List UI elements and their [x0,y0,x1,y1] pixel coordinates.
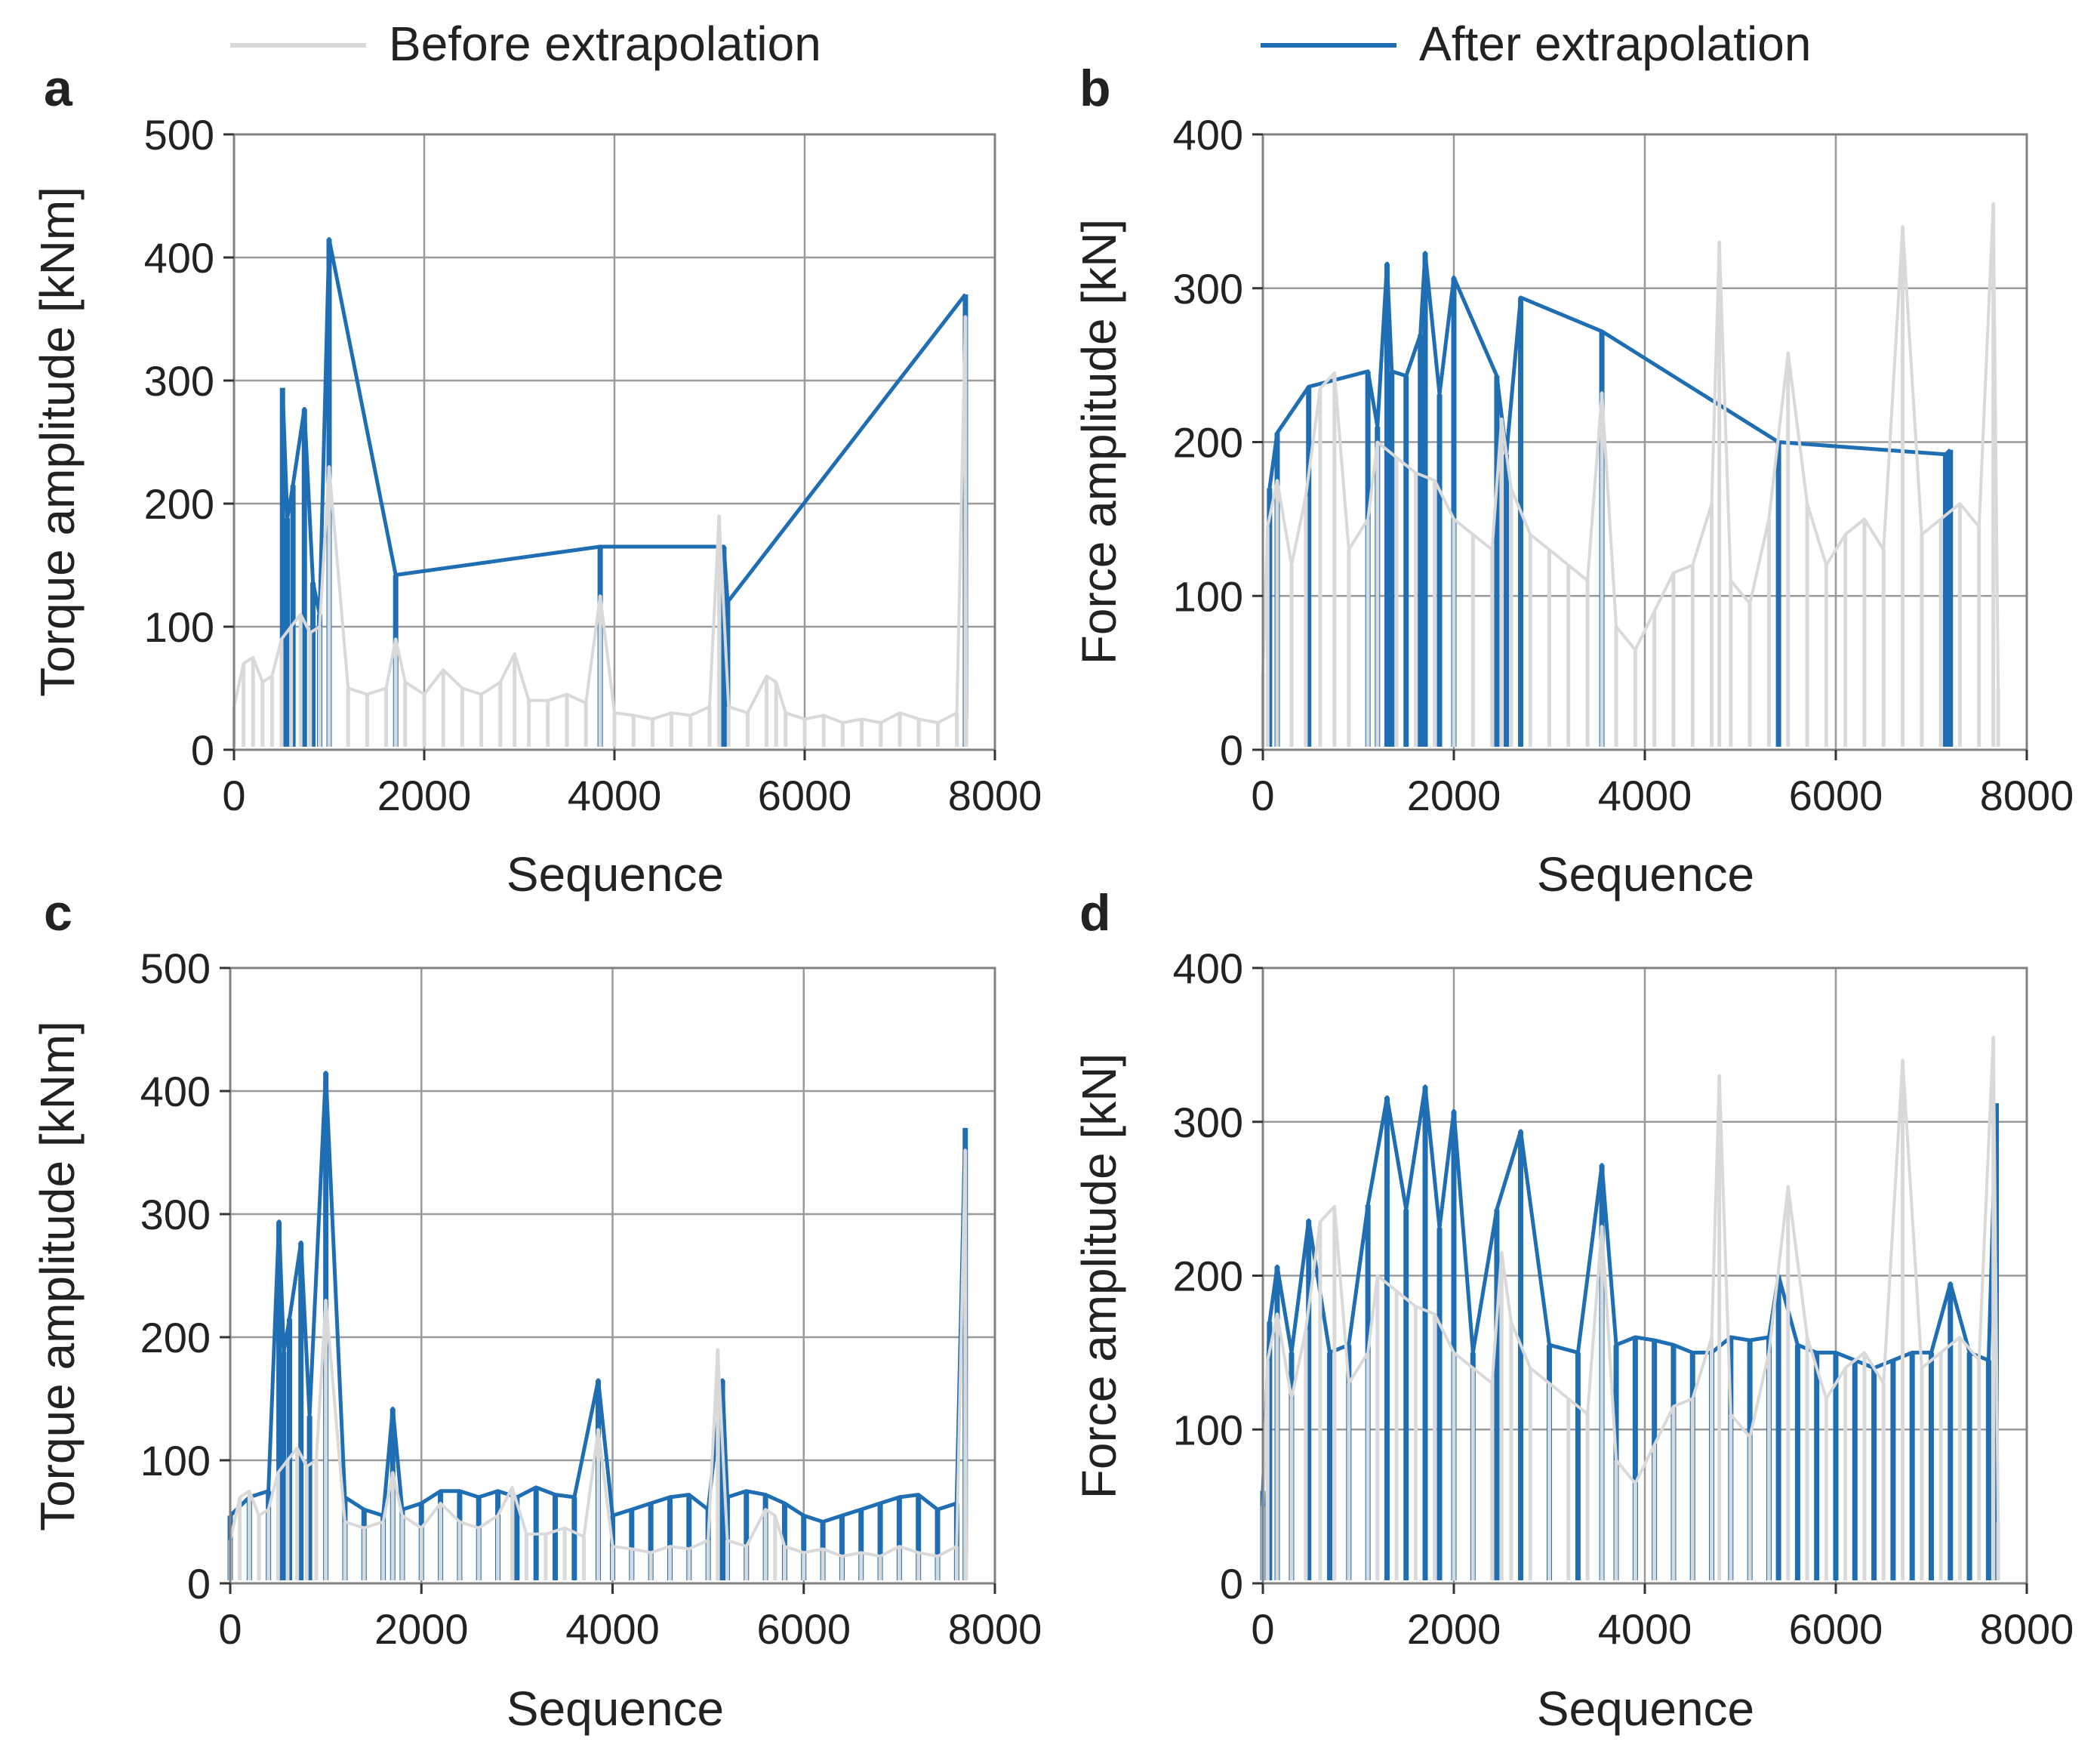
panel-c: c 0 2000 4000 6000 8000 0 100 200 300 400 500 Sequ… [30,884,1042,1736]
x-tick-label-c: 4000 [565,1605,660,1653]
panel-label-a: a [44,60,73,117]
x-tick-label-b: 4000 [1598,772,1692,819]
y-tick-label-a: 400 [144,234,214,282]
y-axis-label-a: Torque amplitude [kNm] [30,186,85,697]
y-tick-label-a: 0 [191,726,214,774]
panel-a: a 0 2000 4000 6000 8000 0 100 200 300 400 500 Sequ… [30,60,1042,902]
x-axis-label-d: Sequence [1537,1681,1754,1736]
y-tick-label-b: 100 [1173,572,1243,620]
series-line-before-c [229,1148,968,1558]
x-tick-label-c: 2000 [374,1605,469,1653]
y-axis-label-b: Force amplitude [kN] [1072,219,1126,664]
x-tick-label-b: 2000 [1407,772,1501,819]
x-tick-label-d: 4000 [1598,1605,1692,1653]
y-tick-label-c: 0 [187,1560,211,1608]
y-tick-label-b: 300 [1173,265,1243,313]
x-tick-label-a: 8000 [948,772,1042,819]
series-line-before-d [1261,1035,2000,1522]
y-tick-label-c: 400 [140,1068,211,1115]
legend-label-before: Before extrapolation [389,17,821,71]
x-tick-label-b: 0 [1251,772,1274,819]
panel-b: b 0 2000 4000 6000 8000 0 100 200 300 400 Sequenc… [1072,60,2074,902]
x-axis-label-a: Sequence [507,847,724,902]
x-tick-label-a: 4000 [568,772,662,819]
y-tick-label-c: 200 [140,1314,211,1361]
x-tick-label-c: 6000 [756,1605,851,1653]
y-tick-label-d: 200 [1173,1253,1243,1300]
x-axis-label-b: Sequence [1537,847,1754,902]
y-tick-label-a: 500 [144,111,214,159]
y-tick-label-a: 200 [144,480,214,528]
y-tick-label-d: 300 [1173,1099,1243,1146]
y-tick-label-b: 200 [1173,419,1243,467]
y-tick-label-c: 500 [140,945,211,992]
y-axis-label-d: Force amplitude [kN] [1072,1053,1126,1499]
y-tick-label-a: 100 [144,603,214,651]
series-line-before-b [1261,202,2000,689]
panel-label-b: b [1079,60,1111,117]
x-tick-label-a: 0 [222,772,245,819]
x-tick-label-a: 2000 [377,772,472,819]
y-tick-label-b: 400 [1173,111,1243,159]
y-tick-label-d: 0 [1220,1560,1243,1608]
x-tick-label-d: 2000 [1407,1605,1501,1653]
x-tick-label-c: 8000 [948,1605,1042,1653]
panel-d: d 0 2000 4000 6000 8000 0 100 200 300 400 Sequenc… [1072,884,2074,1736]
x-tick-label-b: 8000 [1980,772,2074,819]
series-line-before-a [232,315,968,725]
x-tick-label-a: 6000 [758,772,852,819]
y-tick-label-d: 100 [1173,1406,1243,1453]
series-line-after-a [280,237,967,617]
y-tick-label-a: 300 [144,357,214,405]
y-axis-label-c: Torque amplitude [kNm] [30,1021,85,1531]
x-tick-label-d: 8000 [1980,1605,2074,1653]
y-tick-label-d: 400 [1173,945,1243,992]
x-tick-label-d: 6000 [1789,1605,1883,1653]
y-tick-label-b: 0 [1220,726,1243,774]
panel-label-d: d [1079,884,1111,942]
panel-label-c: c [44,884,72,942]
y-tick-label-c: 300 [140,1191,211,1238]
y-tick-label-c: 100 [140,1437,211,1484]
legend: Before extrapolation After extrapolation [230,17,1811,71]
x-axis-label-c: Sequence [507,1681,724,1736]
x-tick-label-c: 0 [218,1605,242,1653]
x-tick-label-d: 0 [1251,1605,1274,1653]
legend-label-after: After extrapolation [1419,17,1811,71]
x-tick-label-b: 6000 [1789,772,1883,819]
